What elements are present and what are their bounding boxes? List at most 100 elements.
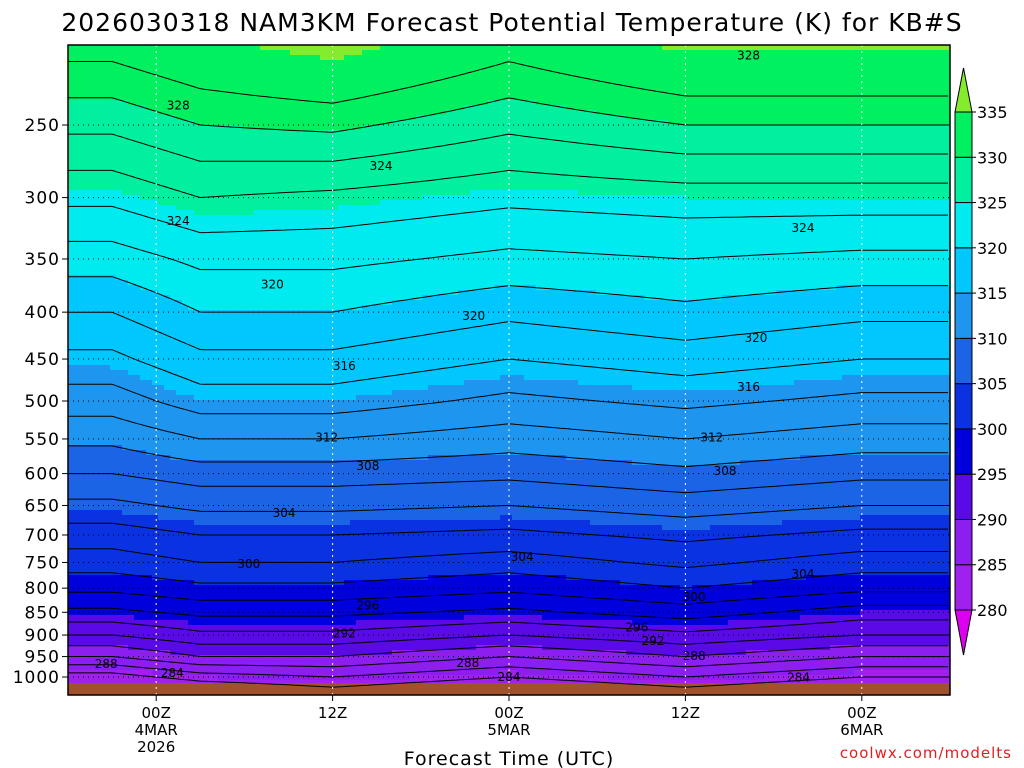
contour-fill-cell (734, 655, 741, 681)
contour-fill-cell (416, 115, 423, 201)
contour-fill-cell (932, 45, 939, 51)
contour-fill-cell (308, 585, 315, 626)
contour-fill-cell (452, 520, 459, 576)
contour-fill-cell (650, 655, 657, 681)
contour-fill-cell (560, 45, 567, 106)
contour-fill-cell (218, 400, 225, 461)
contour-fill-cell (818, 520, 825, 576)
contour-line-308 (68, 473, 948, 494)
contour-fill-cell (380, 620, 387, 656)
contour-fill-cell (152, 580, 159, 621)
contour-fill-cell (470, 575, 477, 616)
contour-fill-cell (626, 585, 633, 621)
contour-fill-cell (236, 400, 243, 461)
contour-fill-cell (470, 290, 477, 381)
contour-fill-cell (902, 515, 909, 576)
contour-fill-cell (152, 45, 159, 111)
contour-fill-cell (386, 655, 393, 681)
contour-fill-cell (914, 670, 921, 695)
contour-fill-cell (884, 45, 891, 51)
contour-fill-cell (500, 45, 507, 101)
contour-fill-cell (614, 580, 621, 621)
contour-fill-cell (110, 510, 117, 576)
contour-fill-cell (668, 50, 675, 126)
contour-fill-cell (422, 45, 429, 116)
contour-fill-cell (434, 520, 441, 576)
contour-fill-cell (728, 525, 735, 586)
contour-fill-cell (476, 105, 483, 191)
contour-fill-cell (752, 580, 759, 621)
contour-fill-cell (332, 655, 339, 681)
contour-fill-cell (536, 45, 543, 106)
contour-fill-cell (596, 620, 603, 651)
contour-fill-cell (500, 375, 507, 456)
contour-fill-cell (212, 45, 219, 126)
contour-fill-cell (200, 460, 207, 526)
x-tick-label: 00Z (847, 704, 876, 722)
contour-fill-cell (728, 125, 735, 201)
contour-fill-cell (74, 510, 81, 576)
contour-fill-cell (374, 125, 381, 206)
contour-fill-cell (710, 300, 717, 391)
contour-fill-cell (830, 615, 837, 646)
contour-fill-cell (554, 45, 561, 106)
contour-fill-cell (842, 645, 849, 676)
contour-fill-cell (764, 125, 771, 201)
contour-fill-cell (302, 310, 309, 401)
contour-fill-cell (638, 525, 645, 586)
contour-fill-cell (668, 195, 675, 301)
contour-fill-cell (266, 585, 273, 626)
contour-fill-cell (518, 375, 525, 456)
contour-fill-cell (188, 395, 195, 461)
contour-fill-cell (164, 620, 171, 651)
contour-fill-cell (926, 515, 933, 576)
contour-fill-cell (560, 650, 567, 676)
x-tick-label: 4MAR (135, 721, 178, 739)
contour-fill-cell (662, 300, 669, 391)
contour-fill-cell (128, 515, 135, 576)
contour-fill-cell (590, 385, 597, 461)
contour-line-320 (68, 276, 948, 313)
contour-fill-cell (890, 375, 897, 456)
contour-fill-cell (416, 200, 423, 301)
contour-fill-cell (80, 670, 87, 691)
contour-fill-cell (452, 110, 459, 196)
contour-fill-cell (554, 290, 561, 381)
contour-fill-cell (356, 520, 363, 581)
contour-fill-cell (104, 45, 111, 101)
colorbar-segment (954, 473, 973, 520)
contour-fill-cell (500, 100, 507, 191)
contour-fill-cell (230, 45, 237, 126)
contour-fill-cell (326, 60, 333, 131)
contour-fill-cell (638, 120, 645, 196)
contour-fill-cell (890, 285, 897, 376)
contour-fill-cell (278, 400, 285, 461)
contour-fill-cell (122, 515, 129, 576)
contour-fill-cell (656, 655, 663, 681)
contour-fill-cell (296, 525, 303, 586)
contour-fill-cell (278, 310, 285, 401)
contour-fill-cell (914, 610, 921, 646)
contour-fill-cell (734, 620, 741, 656)
contour-fill-cell (920, 285, 927, 376)
contour-fill-cell (104, 100, 111, 191)
contour-fill-cell (272, 210, 279, 311)
contour-fill-cell (716, 655, 723, 681)
contour-fill-cell (428, 575, 435, 621)
contour-fill-cell (944, 645, 950, 671)
contour-fill-cell (140, 200, 147, 291)
contour-fill-cell (440, 385, 447, 456)
contour-fill-cell (200, 125, 207, 216)
contour-fill-cell (368, 205, 375, 306)
contour-fill-cell (566, 110, 573, 191)
contour-line-324 (68, 205, 948, 234)
contour-fill-cell (68, 615, 75, 646)
contour-fill-cell (920, 515, 927, 576)
contour-fill-cell (266, 655, 273, 681)
contour-fill-cell (920, 645, 927, 671)
contour-fill-cell (284, 50, 291, 131)
contour-fill-cell (182, 120, 189, 211)
contour-fill-cell (302, 585, 309, 626)
contour-fill-cell (920, 575, 927, 611)
